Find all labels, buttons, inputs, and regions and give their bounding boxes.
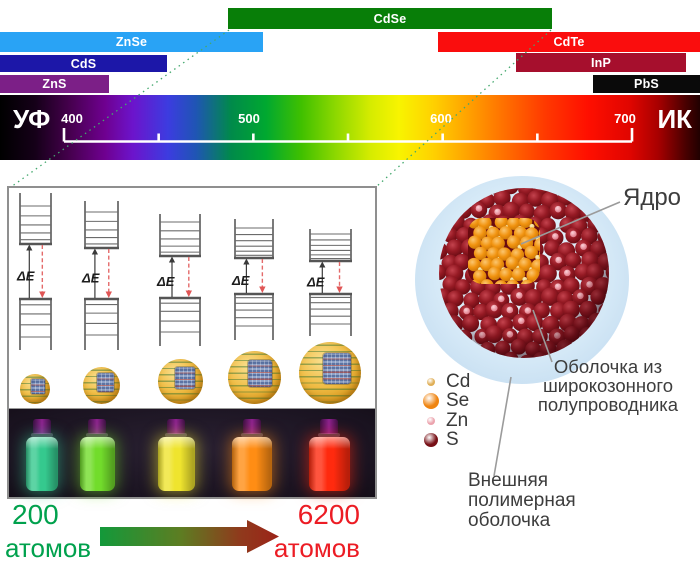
- delta-e-label: ΔE: [231, 273, 250, 288]
- quantum-dot-core: [322, 352, 352, 384]
- legend-row-s: S: [421, 429, 470, 451]
- material-bar-znse: ZnSe: [0, 32, 263, 52]
- quantum-dot-core: [174, 366, 196, 390]
- vial-4: [232, 419, 272, 491]
- se-atom-icon: [421, 393, 440, 410]
- vial-cap: [33, 419, 51, 434]
- legend-label: S: [446, 429, 459, 451]
- vial-3: [157, 419, 195, 491]
- vial-cap: [167, 419, 185, 434]
- quantum-dot-3: [157, 359, 203, 404]
- vial-body: [232, 437, 272, 491]
- polymer-shell-label: Внешняя полимерная оболочка: [468, 470, 576, 531]
- material-bar-pbs: PbS: [593, 75, 700, 93]
- vial-cap: [243, 419, 261, 434]
- cd-atom-icon: [421, 377, 440, 386]
- energy-diagram-1: ΔE: [16, 193, 52, 350]
- delta-e-label: ΔE: [81, 271, 100, 286]
- energy-level-diagrams: ΔE ΔE ΔE ΔE ΔE: [16, 193, 352, 350]
- vial-neck: [165, 433, 187, 437]
- legend-row-zn: Zn: [421, 409, 470, 431]
- material-bar-cdte: CdTe: [438, 32, 700, 52]
- atoms-max-value: 6200: [297, 499, 360, 530]
- s-atom-icon: [421, 433, 440, 448]
- vial-body: [79, 437, 115, 491]
- vial-cap: [88, 419, 106, 434]
- vial-neck: [241, 433, 263, 437]
- legend-label: Zn: [446, 409, 469, 431]
- size-growth-arrow: [100, 520, 279, 553]
- shell-label: Оболочка из широкозонного полупроводника: [537, 356, 679, 415]
- vial-body: [308, 437, 350, 491]
- zn-atom-icon: [421, 416, 440, 425]
- legend-dot: [426, 416, 435, 425]
- legend-row-se: Se: [421, 390, 470, 412]
- material-bar-cdse: CdSe: [228, 8, 552, 29]
- material-bar-zns: ZnS: [0, 75, 109, 93]
- vial-neck: [31, 433, 53, 437]
- visible-spectrum-strip: УФ ИК 400 500 600 700: [0, 95, 700, 160]
- atoms-max-unit: атомов: [273, 533, 360, 561]
- energy-diagram-3: ΔE: [156, 214, 201, 346]
- core-label: Ядро: [623, 184, 682, 211]
- energy-levels-panel: ΔE ΔE ΔE ΔE ΔE: [7, 186, 377, 499]
- legend-label: Cd: [446, 370, 471, 392]
- tick-label-500: 500: [238, 111, 260, 126]
- energy-diagram-4: ΔE: [231, 219, 274, 340]
- vial-body: [157, 437, 195, 491]
- delta-e-label: ΔE: [16, 269, 35, 284]
- polymer-leader-line: [493, 376, 512, 477]
- tick-label-700: 700: [614, 111, 636, 126]
- vial-body: [26, 437, 58, 491]
- sphere-shading: [439, 188, 609, 358]
- material-bar-inp: InP: [516, 53, 686, 72]
- energy-diagram-2: ΔE: [81, 201, 119, 350]
- vial-2: [79, 419, 115, 491]
- core-shell-nanoparticle: [439, 188, 609, 358]
- ir-label: ИК: [657, 104, 692, 134]
- legend-label: Se: [446, 390, 470, 412]
- arrow-shape: [100, 520, 279, 553]
- atoms-min-value: 200: [12, 499, 59, 530]
- quantum-dot-5: [299, 342, 361, 404]
- vial-cap: [320, 419, 338, 434]
- vial-neck: [86, 433, 108, 437]
- atom-legend: Cd Se Zn S: [421, 370, 471, 451]
- delta-e-label: ΔE: [156, 274, 175, 289]
- atoms-min-unit: атомов: [5, 533, 92, 561]
- wavelength-ruler: [62, 128, 634, 143]
- vial-1: [26, 419, 58, 491]
- quantum-dot-core: [31, 379, 46, 395]
- quantum-dot-core: [96, 373, 114, 392]
- legend-row-cd: Cd: [421, 370, 471, 392]
- delta-e-label: ΔE: [306, 275, 325, 290]
- quantum-dot-4: [227, 351, 281, 404]
- vial-neck: [318, 433, 340, 437]
- uv-vials-photo: [9, 408, 375, 497]
- quantum-dot-2: [82, 367, 120, 404]
- quantum-dot-1: [20, 374, 50, 404]
- legend-dot: [422, 393, 439, 410]
- legend-dot: [423, 433, 438, 448]
- legend-dot: [426, 377, 435, 386]
- material-bar-cds: CdS: [0, 55, 167, 72]
- quantum-dot-core: [247, 360, 272, 387]
- vial-5: [308, 419, 350, 491]
- energy-diagram-5: ΔE: [306, 229, 352, 336]
